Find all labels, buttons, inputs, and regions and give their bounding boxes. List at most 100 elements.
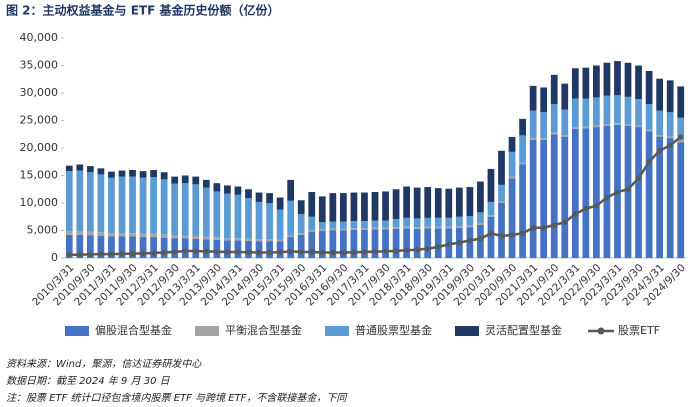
bar-segment [202,239,210,258]
bar-segment [382,191,389,221]
bar-segment [403,228,411,258]
bar-segment [445,226,453,229]
bar-segment [498,184,505,202]
bar-segment [645,71,653,104]
y-tick-label: 35,000 [20,59,59,72]
bar-segment [150,237,157,258]
bar-segment [97,232,105,236]
bar-segment [255,201,263,240]
line-marker [361,249,368,255]
bar-segment [455,226,463,228]
line-marker [530,225,536,231]
bar-segment [108,171,115,178]
bar-segment [582,98,590,127]
bar-segment [371,229,379,258]
legend-swatch [455,326,479,336]
source-note: 资料来源：Wind，聚源，信达证券研发中心 [6,358,202,370]
line-marker [151,250,157,256]
bar-segment [413,228,421,258]
bar-segment [181,183,189,236]
bar-segment [192,236,200,239]
bar-segment [529,85,537,111]
bar-segment [434,188,442,218]
line-marker [614,189,621,195]
line-marker [193,248,199,254]
line-marker [172,249,178,255]
line-marker [657,148,663,154]
bar-segment [171,183,179,236]
bar-segment [582,126,590,129]
line-marker [498,233,505,239]
legend-swatch [325,326,349,336]
y-tick-label: 5,000 [27,224,59,237]
bar-segment [593,65,600,98]
line-marker [551,222,557,228]
bar-segment [234,240,242,258]
bar-segment [118,236,126,258]
line-marker [678,134,684,140]
bar-segment [160,179,168,235]
bar-segment [297,234,305,258]
bar-segment [202,179,210,188]
line-marker [593,203,599,209]
legend-label: 灵活配置型基金 [485,323,562,337]
bar-segment [445,188,453,218]
bar-segment [550,74,558,104]
bar-segment [308,229,316,232]
legend-label: 平衡混合型基金 [225,323,302,337]
bar-segment [529,139,537,258]
bar-segment [287,200,295,236]
bar-segment [519,135,526,163]
bar-segment [508,178,516,258]
y-tick-label: 0 [51,251,58,264]
bar-segment [677,117,685,141]
line-marker [140,250,146,256]
line-marker [562,219,568,225]
line-marker [298,249,304,255]
bar-segment [171,238,179,258]
bar-segment [171,176,179,184]
bar-segment [76,164,84,171]
bar-segment [297,200,305,214]
bar-segment [635,65,642,100]
bar-segment [455,187,463,217]
bar-segment [571,128,579,258]
bar-segment [181,235,189,239]
bar-segment [603,124,611,126]
line-marker [203,248,209,254]
bar-segment [160,234,168,238]
bar-segment [434,228,442,258]
line-marker [330,249,336,256]
bar-segment [361,229,368,258]
bar-segment [487,201,495,216]
bar-segment [339,193,347,222]
bar-segment [603,126,611,258]
bar-segment [614,123,621,125]
line-marker [393,248,399,254]
bar-segment [487,216,495,258]
bar-segment [329,193,337,222]
bar-segment [635,99,642,126]
bar-segment [65,231,73,235]
bar-segment [86,235,94,258]
line-marker [425,246,431,252]
legend-label: 普通股票型基金 [355,323,432,337]
bar-segment [97,236,105,258]
bar-segment [392,218,400,228]
line-marker [245,249,252,255]
line-marker [182,248,188,254]
line-marker [572,211,578,217]
bar-segment [108,233,115,237]
bar-segment [76,170,84,232]
bar-segment [540,112,548,139]
line-marker [66,252,72,258]
line-marker [541,225,547,231]
bar-segment [339,221,347,229]
bar-segment [508,176,516,179]
bar-segment [213,237,221,240]
bar-segment [287,235,295,238]
bar-segment [318,222,326,230]
bar-segment [529,138,537,140]
bar-segment [424,187,432,218]
bar-segment [645,104,653,130]
